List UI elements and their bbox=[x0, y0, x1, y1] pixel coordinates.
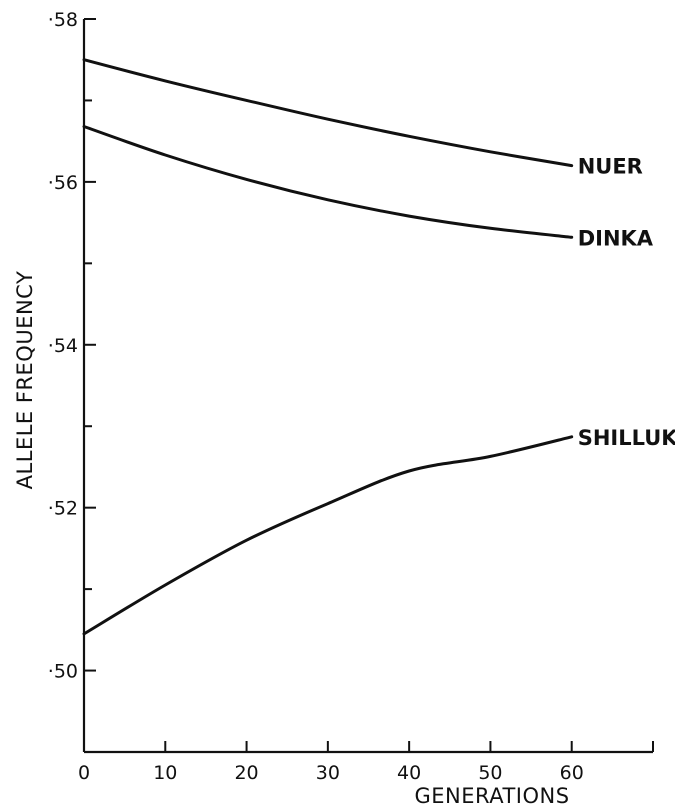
x-tick-label: 30 bbox=[316, 762, 340, 784]
y-axis-title: ALLELE FREQUENCY bbox=[13, 271, 37, 490]
axes: ·50 ·52 ·54 ·56 ·58 0 10 20 30 40 50 60 bbox=[48, 9, 654, 784]
series-label-dinka: DINKA bbox=[578, 226, 654, 250]
y-tick-label: ·58 bbox=[48, 9, 78, 31]
y-tick-label: ·54 bbox=[48, 335, 78, 357]
y-tick-label: ·50 bbox=[48, 661, 78, 683]
y-tick-label: ·52 bbox=[48, 498, 78, 520]
x-tick-label: 50 bbox=[478, 762, 502, 784]
x-axis-title: GENERATIONS bbox=[414, 784, 569, 808]
series-group bbox=[82, 58, 574, 636]
y-tick-label: ·56 bbox=[48, 172, 78, 194]
x-tick-label: 0 bbox=[78, 762, 90, 784]
series-line-nuer bbox=[82, 58, 574, 168]
series-label-shilluk: SHILLUK bbox=[578, 426, 675, 450]
x-tick-label: 40 bbox=[397, 762, 421, 784]
x-tick-label: 10 bbox=[153, 762, 177, 784]
x-tick-label: 20 bbox=[234, 762, 258, 784]
series-line-dinka bbox=[82, 125, 574, 239]
series-label-nuer: NUER bbox=[578, 155, 643, 179]
x-tick-label: 60 bbox=[560, 762, 584, 784]
series-line-shilluk bbox=[82, 435, 574, 636]
labels-group: NUER DINKA SHILLUK bbox=[578, 155, 675, 450]
